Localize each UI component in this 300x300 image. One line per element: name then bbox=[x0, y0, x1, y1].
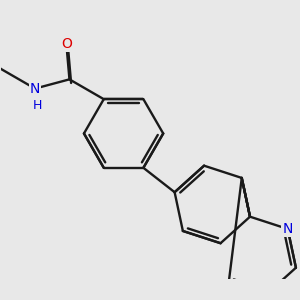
Text: N: N bbox=[30, 82, 40, 96]
Text: O: O bbox=[61, 37, 72, 51]
Text: H: H bbox=[32, 99, 42, 112]
Text: N: N bbox=[283, 222, 293, 236]
